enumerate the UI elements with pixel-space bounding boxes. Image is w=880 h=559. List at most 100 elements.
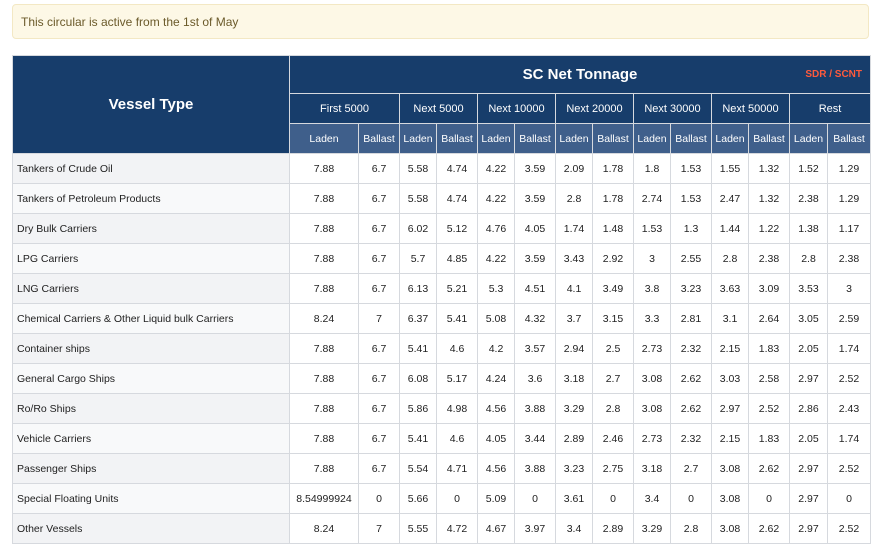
sdr-scnt-link[interactable]: SDR / SCNT bbox=[805, 69, 863, 80]
ballast-value-cell: 0 bbox=[514, 483, 556, 514]
laden-header: Laden bbox=[555, 123, 593, 154]
laden-value-cell: 5.55 bbox=[399, 513, 437, 544]
laden-value-cell: 8.24 bbox=[289, 513, 359, 544]
ballast-value-cell: 2.62 bbox=[748, 453, 790, 484]
laden-value-cell: 3.08 bbox=[711, 453, 749, 484]
net-tonnage-table: Vessel Type SC Net Tonnage SDR / SCNT Fi… bbox=[12, 55, 872, 544]
laden-value-cell: 2.74 bbox=[633, 183, 671, 214]
ballast-value-cell: 3.59 bbox=[514, 243, 556, 274]
laden-value-cell: 2.47 bbox=[711, 183, 749, 214]
ballast-value-cell: 6.7 bbox=[358, 153, 400, 184]
ballast-value-cell: 2.7 bbox=[592, 363, 634, 394]
laden-value-cell: 2.97 bbox=[711, 393, 749, 424]
ballast-value-cell: 6.7 bbox=[358, 243, 400, 274]
ballast-value-cell: 6.7 bbox=[358, 273, 400, 304]
ballast-header: Ballast bbox=[436, 123, 478, 154]
laden-value-cell: 5.7 bbox=[399, 243, 437, 274]
band-header: Next 5000 bbox=[399, 93, 478, 124]
laden-value-cell: 3.3 bbox=[633, 303, 671, 334]
ballast-value-cell: 2.5 bbox=[592, 333, 634, 364]
table-row: Passenger Ships 7.88 6.7 5.54 4.71 4.56 3.88 3.… bbox=[12, 453, 872, 484]
ballast-header: Ballast bbox=[670, 123, 712, 154]
ballast-value-cell: 0 bbox=[592, 483, 634, 514]
laden-value-cell: 2.94 bbox=[555, 333, 593, 364]
laden-value-cell: 3.18 bbox=[633, 453, 671, 484]
laden-value-cell: 4.56 bbox=[477, 453, 515, 484]
ballast-value-cell: 2.89 bbox=[592, 513, 634, 544]
vessel-type-cell: Vehicle Carriers bbox=[12, 423, 290, 454]
laden-value-cell: 5.3 bbox=[477, 273, 515, 304]
ballast-value-cell: 6.7 bbox=[358, 183, 400, 214]
laden-value-cell: 8.54999924 bbox=[289, 483, 359, 514]
ballast-value-cell: 2.38 bbox=[826, 243, 872, 274]
ballast-value-cell: 7 bbox=[358, 513, 400, 544]
laden-value-cell: 2.73 bbox=[633, 333, 671, 364]
ballast-value-cell: 3.6 bbox=[514, 363, 556, 394]
ballast-header: Ballast bbox=[592, 123, 634, 154]
ballast-value-cell: 1.22 bbox=[748, 213, 790, 244]
ballast-value-cell: 1.32 bbox=[748, 183, 790, 214]
ballast-value-cell: 2.7 bbox=[670, 453, 712, 484]
laden-value-cell: 2.97 bbox=[789, 453, 828, 484]
laden-value-cell: 3.1 bbox=[711, 303, 749, 334]
vessel-type-cell: Other Vessels bbox=[12, 513, 290, 544]
laden-value-cell: 7.88 bbox=[289, 213, 359, 244]
laden-value-cell: 7.88 bbox=[289, 393, 359, 424]
laden-value-cell: 3.08 bbox=[633, 393, 671, 424]
net-tonnage-title: SC Net Tonnage bbox=[522, 66, 638, 83]
vessel-type-cell: Tankers of Crude Oil bbox=[12, 153, 290, 184]
laden-value-cell: 3.4 bbox=[555, 513, 593, 544]
table-row: Tankers of Crude Oil 7.88 6.7 5.58 4.74 4.22 3… bbox=[12, 153, 872, 184]
ballast-value-cell: 2.46 bbox=[592, 423, 634, 454]
notice-text: This circular is active from the 1st of … bbox=[21, 14, 239, 29]
ballast-value-cell: 3.49 bbox=[592, 273, 634, 304]
ballast-value-cell: 1.29 bbox=[826, 183, 872, 214]
ballast-value-cell: 2.55 bbox=[670, 243, 712, 274]
band-header: Rest bbox=[788, 93, 872, 124]
laden-value-cell: 1.38 bbox=[789, 213, 828, 244]
laden-value-cell: 2.8 bbox=[711, 243, 749, 274]
ballast-value-cell: 2.62 bbox=[748, 513, 790, 544]
vessel-type-cell: LPG Carriers bbox=[12, 243, 290, 274]
net-tonnage-header: SC Net Tonnage SDR / SCNT bbox=[288, 55, 872, 94]
ballast-value-cell: 5.12 bbox=[436, 213, 478, 244]
vessel-type-header: Vessel Type bbox=[12, 55, 290, 154]
ballast-value-cell: 1.83 bbox=[748, 333, 790, 364]
ballast-value-cell: 3.97 bbox=[514, 513, 556, 544]
laden-value-cell: 3.03 bbox=[711, 363, 749, 394]
ballast-value-cell: 7 bbox=[358, 303, 400, 334]
ballast-value-cell: 1.78 bbox=[592, 183, 634, 214]
laden-value-cell: 4.1 bbox=[555, 273, 593, 304]
ballast-value-cell: 2.62 bbox=[670, 363, 712, 394]
laden-value-cell: 2.97 bbox=[789, 363, 828, 394]
vessel-type-cell: Chemical Carriers & Other Liquid bulk Ca… bbox=[12, 303, 290, 334]
ballast-value-cell: 6.7 bbox=[358, 363, 400, 394]
laden-value-cell: 3.4 bbox=[633, 483, 671, 514]
laden-value-cell: 5.58 bbox=[399, 153, 437, 184]
ballast-value-cell: 3.88 bbox=[514, 393, 556, 424]
laden-value-cell: 8.24 bbox=[289, 303, 359, 334]
laden-value-cell: 5.41 bbox=[399, 333, 437, 364]
laden-value-cell: 7.88 bbox=[289, 363, 359, 394]
laden-value-cell: 2.05 bbox=[789, 423, 828, 454]
ballast-value-cell: 6.7 bbox=[358, 213, 400, 244]
ballast-value-cell: 0 bbox=[358, 483, 400, 514]
laden-value-cell: 3.08 bbox=[633, 363, 671, 394]
vessel-type-cell: General Cargo Ships bbox=[12, 363, 290, 394]
laden-value-cell: 3 bbox=[633, 243, 671, 274]
header-row-top: Vessel Type SC Net Tonnage SDR / SCNT bbox=[12, 55, 872, 154]
table-body: Tankers of Crude Oil 7.88 6.7 5.58 4.74 4.22 3… bbox=[12, 153, 872, 544]
ballast-value-cell: 1.3 bbox=[670, 213, 712, 244]
laden-value-cell: 4.22 bbox=[477, 153, 515, 184]
laden-value-cell: 1.74 bbox=[555, 213, 593, 244]
ballast-value-cell: 2.58 bbox=[748, 363, 790, 394]
ballast-value-cell: 0 bbox=[748, 483, 790, 514]
ballast-value-cell: 2.81 bbox=[670, 303, 712, 334]
vessel-type-cell: Container ships bbox=[12, 333, 290, 364]
vessel-type-cell: Passenger Ships bbox=[12, 453, 290, 484]
ballast-value-cell: 4.71 bbox=[436, 453, 478, 484]
laden-value-cell: 4.22 bbox=[477, 243, 515, 274]
ballast-value-cell: 5.17 bbox=[436, 363, 478, 394]
laden-value-cell: 1.44 bbox=[711, 213, 749, 244]
laden-value-cell: 7.88 bbox=[289, 423, 359, 454]
